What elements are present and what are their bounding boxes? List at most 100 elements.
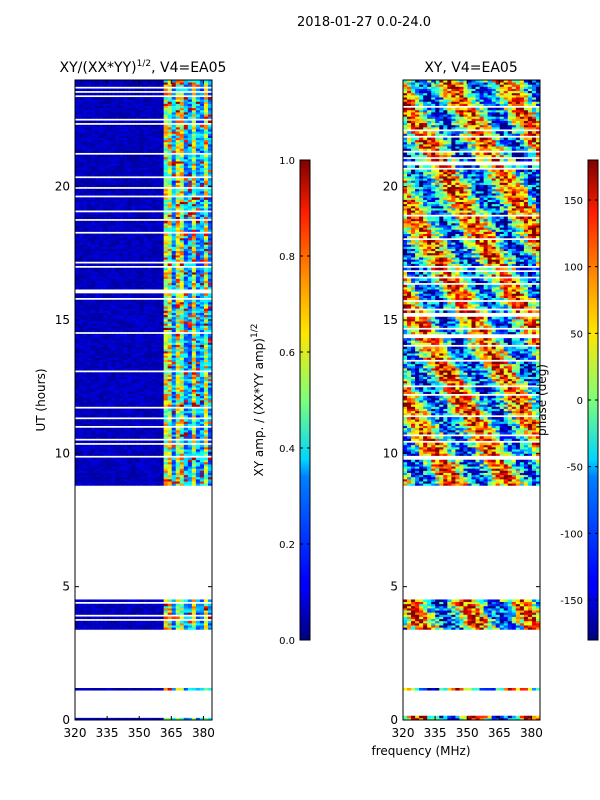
amplitude-heatmap-cell	[147, 391, 152, 394]
amplitude-heatmap-cell	[131, 246, 136, 249]
amplitude-heatmap-cell	[191, 284, 197, 288]
amplitude-heatmap-cell	[191, 314, 197, 318]
amplitude-heatmap-cell	[119, 412, 124, 416]
amplitude-heatmap-cell	[155, 478, 161, 482]
amplitude-heatmap-cell	[95, 222, 100, 226]
amplitude-heatmap-cell	[147, 316, 152, 320]
amplitude-heatmap-cell	[151, 376, 156, 380]
amplitude-heatmap-cell	[119, 464, 124, 467]
amplitude-heatmap-cell	[143, 395, 148, 399]
amplitude-heatmap-cell	[199, 242, 205, 245]
amplitude-heatmap-cell	[167, 387, 173, 390]
amplitude-heatmap-cell	[83, 355, 88, 358]
amplitude-heatmap-cell	[135, 314, 140, 318]
amplitude-heatmap-cell	[151, 167, 156, 170]
amplitude-heatmap-cell	[95, 466, 100, 469]
amplitude-heatmap-cell	[179, 436, 185, 439]
amplitude-heatmap-cell	[167, 446, 173, 450]
amplitude-heatmap-cell	[163, 436, 169, 439]
amplitude-heatmap-cell	[191, 171, 197, 175]
amplitude-heatmap-cell	[191, 344, 197, 348]
amplitude-heatmap-cell	[203, 359, 209, 362]
amplitude-heatmap-cell	[175, 201, 181, 205]
amplitude-heatmap-cell	[175, 453, 181, 456]
amplitude-heatmap-cell	[171, 412, 177, 416]
amplitude-heatmap-cell	[83, 216, 88, 220]
amplitude-heatmap-cell	[143, 237, 148, 241]
amplitude-heatmap-cell	[139, 432, 144, 435]
amplitude-heatmap-cell	[159, 616, 165, 620]
amplitude-heatmap-cell	[135, 229, 140, 232]
amplitude-heatmap-cell	[111, 612, 116, 615]
amplitude-heatmap-cell	[171, 391, 177, 394]
amplitude-heatmap-cell	[91, 233, 96, 237]
amplitude-heatmap-cell	[187, 276, 193, 279]
amplitude-heatmap-cell	[151, 222, 156, 226]
amplitude-heatmap-cell	[123, 470, 128, 473]
amplitude-heatmap-cell	[95, 280, 100, 284]
amplitude-heatmap-cell	[191, 472, 197, 476]
amplitude-heatmap-cell	[203, 481, 209, 484]
amplitude-heatmap-cell	[195, 376, 201, 380]
amplitude-heatmap-cell	[207, 605, 212, 609]
amplitude-heatmap-cell	[87, 605, 92, 609]
amplitude-heatmap-cell	[139, 316, 144, 320]
amplitude-heatmap-cell	[127, 203, 132, 207]
amplitude-heatmap-cell	[167, 171, 173, 175]
amplitude-heatmap-cell	[123, 310, 128, 313]
amplitude-heatmap-cell	[115, 227, 120, 230]
amplitude-heatmap-cell	[79, 212, 84, 215]
amplitude-heatmap-cell	[183, 242, 189, 245]
amplitude-heatmap-cell	[159, 419, 165, 422]
amplitude-heatmap-cell	[143, 310, 148, 313]
amplitude-heatmap-cell	[147, 167, 152, 170]
amplitude-heatmap-cell	[75, 222, 80, 226]
amplitude-heatmap-cell	[103, 284, 108, 288]
amplitude-heatmap-cell	[119, 378, 124, 382]
amplitude-heatmap-cell	[207, 263, 212, 266]
amplitude-heatmap-cell	[155, 599, 161, 602]
amplitude-heatmap-cell	[159, 267, 165, 271]
amplitude-heatmap-cell	[163, 605, 169, 609]
amplitude-heatmap-cell	[87, 451, 92, 454]
amplitude-heatmap-cell	[199, 293, 205, 296]
amplitude-heatmap-cell	[203, 414, 209, 418]
amplitude-heatmap-cell	[87, 404, 92, 407]
amplitude-heatmap-cell	[155, 449, 161, 452]
amplitude-heatmap-cell	[175, 158, 181, 162]
amplitude-heatmap-cell	[79, 359, 84, 362]
amplitude-heatmap-cell	[167, 365, 173, 369]
amplitude-heatmap-cell	[127, 267, 132, 271]
amplitude-heatmap-cell	[123, 220, 128, 224]
amplitude-heatmap-cell	[139, 457, 144, 461]
amplitude-heatmap-cell	[103, 605, 108, 609]
amplitude-heatmap-cell	[163, 205, 169, 209]
amplitude-heatmap-cell	[75, 717, 80, 720]
amplitude-heatmap-cell	[167, 227, 173, 230]
amplitude-heatmap-cell	[143, 363, 148, 367]
amplitude-heatmap-cell	[139, 327, 144, 330]
amplitude-heatmap-cell	[119, 199, 124, 202]
amplitude-heatmap-cell	[171, 314, 177, 318]
amplitude-heatmap-cell	[139, 605, 144, 609]
amplitude-heatmap-cell	[195, 605, 201, 609]
amplitude-heatmap-cell	[143, 378, 148, 382]
amplitude-heatmap-cell	[147, 395, 152, 399]
amplitude-heatmap-cell	[207, 197, 212, 200]
amplitude-heatmap-cell	[79, 329, 84, 333]
amplitude-heatmap-cell	[135, 312, 140, 316]
amplitude-heatmap-cell	[99, 423, 104, 426]
amplitude-heatmap-cell	[179, 295, 185, 298]
amplitude-heatmap-cell	[107, 250, 112, 254]
amplitude-heatmap-cell	[115, 483, 120, 486]
amplitude-heatmap-cell	[107, 306, 112, 309]
amplitude-heatmap-cell	[187, 612, 193, 615]
amplitude-heatmap-cell	[159, 357, 165, 360]
amplitude-heatmap-cell	[127, 316, 132, 320]
amplitude-heatmap-cell	[83, 359, 88, 362]
amplitude-heatmap-cell	[195, 199, 201, 202]
amplitude-heatmap-cell	[75, 385, 80, 388]
amplitude-heatmap-cell	[91, 327, 96, 330]
amplitude-heatmap-cell	[207, 244, 212, 247]
amplitude-heatmap-cell	[151, 451, 156, 454]
